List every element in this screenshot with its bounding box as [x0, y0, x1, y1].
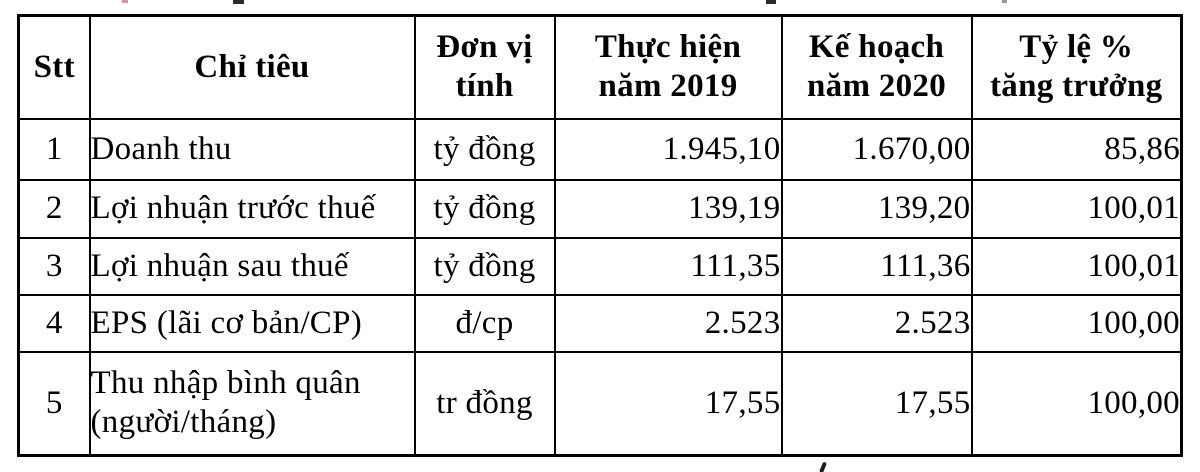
- cell-stt: 5: [17, 350, 91, 457]
- cell-thuc-hien: 1.945,10: [553, 117, 783, 181]
- cell-ke-hoach: 139,20: [780, 178, 973, 239]
- cell-chi-tieu: EPS (lãi cơ bản/CP): [88, 293, 416, 353]
- cell-stt: 1: [17, 117, 91, 181]
- cell-ke-hoach: 1.670,00: [780, 117, 973, 181]
- cell-ke-hoach: 111,36: [780, 236, 973, 296]
- financial-targets-table: Stt Chỉ tiêu Đơn vị tính Thực hiện năm 2…: [17, 14, 1183, 457]
- clipped-accent-artifact: [819, 461, 827, 472]
- header-cell-thuc-hien: Thực hiện năm 2019: [553, 14, 783, 120]
- clipped-text-artifact: [122, 0, 128, 3]
- cell-chi-tieu: Doanh thu: [88, 117, 416, 181]
- cell-stt: 2: [17, 178, 91, 239]
- cell-chi-tieu: Lợi nhuận trước thuế: [88, 178, 416, 239]
- clipped-text-artifact: [1002, 0, 1007, 3]
- cell-don-vi: tỷ đồng: [413, 178, 556, 239]
- cell-thuc-hien: 2.523: [553, 293, 783, 353]
- header-cell-chi-tieu: Chỉ tiêu: [88, 14, 416, 120]
- cell-chi-tieu: Lợi nhuận sau thuế: [88, 236, 416, 296]
- table-row: 2 Lợi nhuận trước thuế tỷ đồng 139,19 13…: [17, 178, 1183, 239]
- table-row: 4 EPS (lãi cơ bản/CP) đ/cp 2.523 2.523 1…: [17, 293, 1183, 353]
- header-cell-don-vi: Đơn vị tính: [413, 14, 556, 120]
- cell-stt: 4: [17, 293, 91, 353]
- cell-don-vi: tỷ đồng: [413, 236, 556, 296]
- header-cell-ke-hoach: Kế hoạch năm 2020: [780, 14, 973, 120]
- cell-thuc-hien: 139,19: [553, 178, 783, 239]
- header-cell-ty-le: Tỷ lệ % tăng trưởng: [970, 14, 1183, 120]
- cell-ty-le: 100,01: [970, 178, 1183, 239]
- cell-thuc-hien: 111,35: [553, 236, 783, 296]
- table-row: 5 Thu nhập bình quân (người/tháng) tr đồ…: [17, 350, 1183, 457]
- cell-ty-le: 85,86: [970, 117, 1183, 181]
- clipped-text-artifact: [233, 0, 244, 4]
- cell-don-vi: đ/cp: [413, 293, 556, 353]
- cell-ke-hoach: 17,55: [780, 350, 973, 457]
- table-row: 1 Doanh thu tỷ đồng 1.945,10 1.670,00 85…: [17, 117, 1183, 181]
- cell-ty-le: 100,00: [970, 293, 1183, 353]
- cell-chi-tieu: Thu nhập bình quân (người/tháng): [88, 350, 416, 457]
- cell-ty-le: 100,00: [970, 350, 1183, 457]
- cell-stt: 3: [17, 236, 91, 296]
- table-header-row: Stt Chỉ tiêu Đơn vị tính Thực hiện năm 2…: [17, 14, 1183, 120]
- table-row: 3 Lợi nhuận sau thuế tỷ đồng 111,35 111,…: [17, 236, 1183, 296]
- header-cell-stt: Stt: [17, 14, 91, 120]
- clipped-text-artifact: [766, 0, 776, 4]
- cell-don-vi: tỷ đồng: [413, 117, 556, 181]
- cell-ty-le: 100,01: [970, 236, 1183, 296]
- cell-don-vi: tr đồng: [413, 350, 556, 457]
- cell-thuc-hien: 17,55: [553, 350, 783, 457]
- cell-ke-hoach: 2.523: [780, 293, 973, 353]
